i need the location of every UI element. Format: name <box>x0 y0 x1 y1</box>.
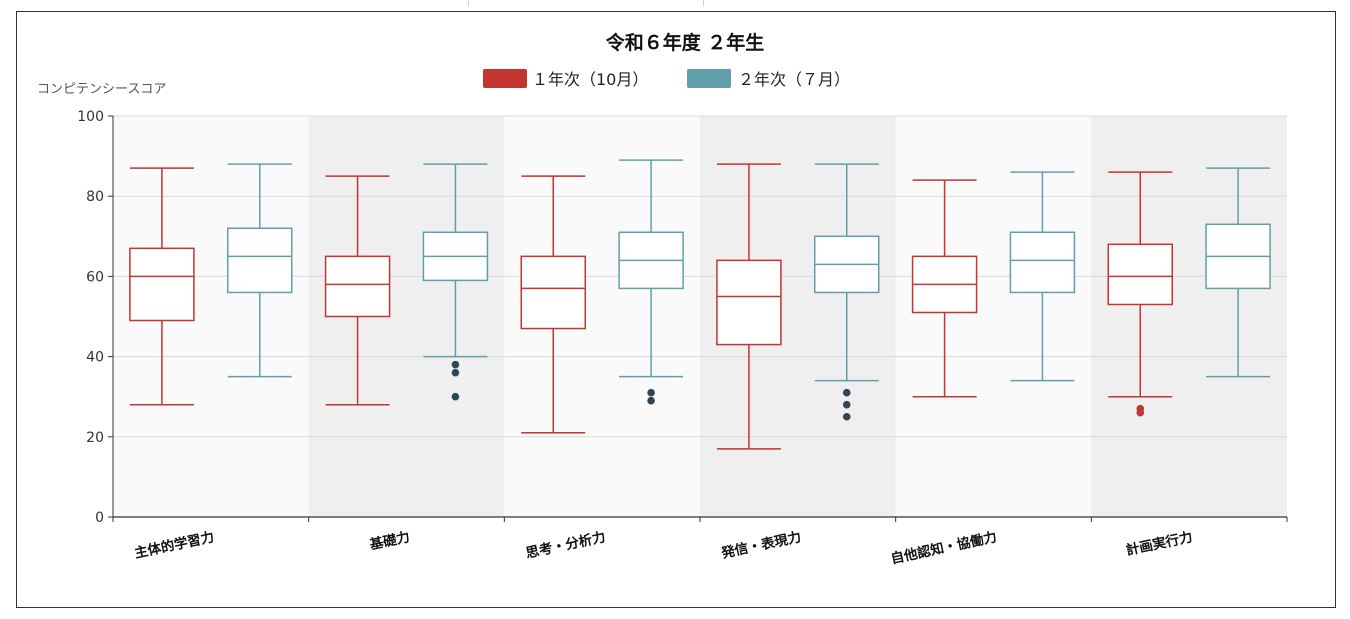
box-series-2 <box>618 159 684 405</box>
box-series-2 <box>814 163 880 421</box>
category-bands <box>113 116 1287 517</box>
box-iqr <box>227 227 293 294</box>
frame-marker <box>703 0 704 6</box>
box-iqr <box>324 255 391 318</box>
box-series-1 <box>324 175 391 406</box>
box-iqr <box>129 247 195 322</box>
y-tick-label: 80 <box>86 189 104 205</box>
boxes <box>129 159 1271 450</box>
box-iqr <box>520 255 586 330</box>
x-tick-label: 計画実行力 <box>1124 528 1194 559</box>
category-band <box>895 116 1092 517</box>
outlier-point <box>842 400 851 409</box>
box-series-2 <box>422 163 489 401</box>
y-tick-label: 100 <box>77 109 104 125</box>
outlier-point <box>842 412 851 421</box>
x-tick-label: 自他認知・協働力 <box>889 528 998 567</box>
box-iqr <box>716 259 782 346</box>
axes <box>112 116 1288 522</box>
legend-swatch-series-2[interactable] <box>687 69 731 88</box>
box-iqr <box>1009 231 1076 294</box>
box-series-1 <box>129 167 195 406</box>
box-series-1 <box>911 179 978 398</box>
box-series-1 <box>716 163 782 450</box>
box-series-1 <box>1107 171 1173 417</box>
box-series-2 <box>1205 167 1271 378</box>
outlier-point <box>647 396 655 405</box>
x-tick-label: 基礎力 <box>368 528 411 553</box>
box-series-2 <box>1009 171 1076 382</box>
outlier-point <box>451 368 460 377</box>
legend-label-series-2[interactable]: ２年次（７月） <box>738 70 850 89</box>
box-series-2 <box>227 163 293 378</box>
x-tick-label: 思考・分析力 <box>524 528 607 561</box>
box-iqr <box>1107 243 1173 306</box>
x-axis-labels: 主体的学習力 基礎力 思考・分析力 発信・表現力 自他認知・協働力 計画実行力 <box>133 528 1194 567</box>
gridlines <box>113 115 1287 438</box>
frame-marker <box>468 0 469 6</box>
outlier-point <box>1136 408 1145 417</box>
legend-label-series-1[interactable]: １年次（10月） <box>532 70 648 89</box>
chart-title: 令和６年度 ２年生 <box>606 31 765 54</box>
outlier-point <box>451 360 460 369</box>
outlier-point <box>842 388 851 397</box>
outlier-point <box>451 392 460 401</box>
y-tick-label: 20 <box>86 430 104 446</box>
y-tick-label: 40 <box>86 350 104 366</box>
legend-swatch-series-1[interactable] <box>483 69 527 88</box>
category-band <box>1091 116 1287 517</box>
y-axis-ticks: 0 20 40 60 80 100 <box>77 109 113 526</box>
outlier-point <box>647 388 655 397</box>
y-tick-label: 0 <box>95 510 104 526</box>
legend[interactable]: １年次（10月） ２年次（７月） <box>483 69 850 89</box>
x-tick-label: 主体的学習力 <box>133 528 216 561</box>
box-series-1 <box>520 175 586 434</box>
y-tick-label: 60 <box>86 269 104 285</box>
x-tick-label: 発信・表現力 <box>719 528 803 562</box>
y-axis-label: コンピテンシースコア <box>37 82 166 97</box>
